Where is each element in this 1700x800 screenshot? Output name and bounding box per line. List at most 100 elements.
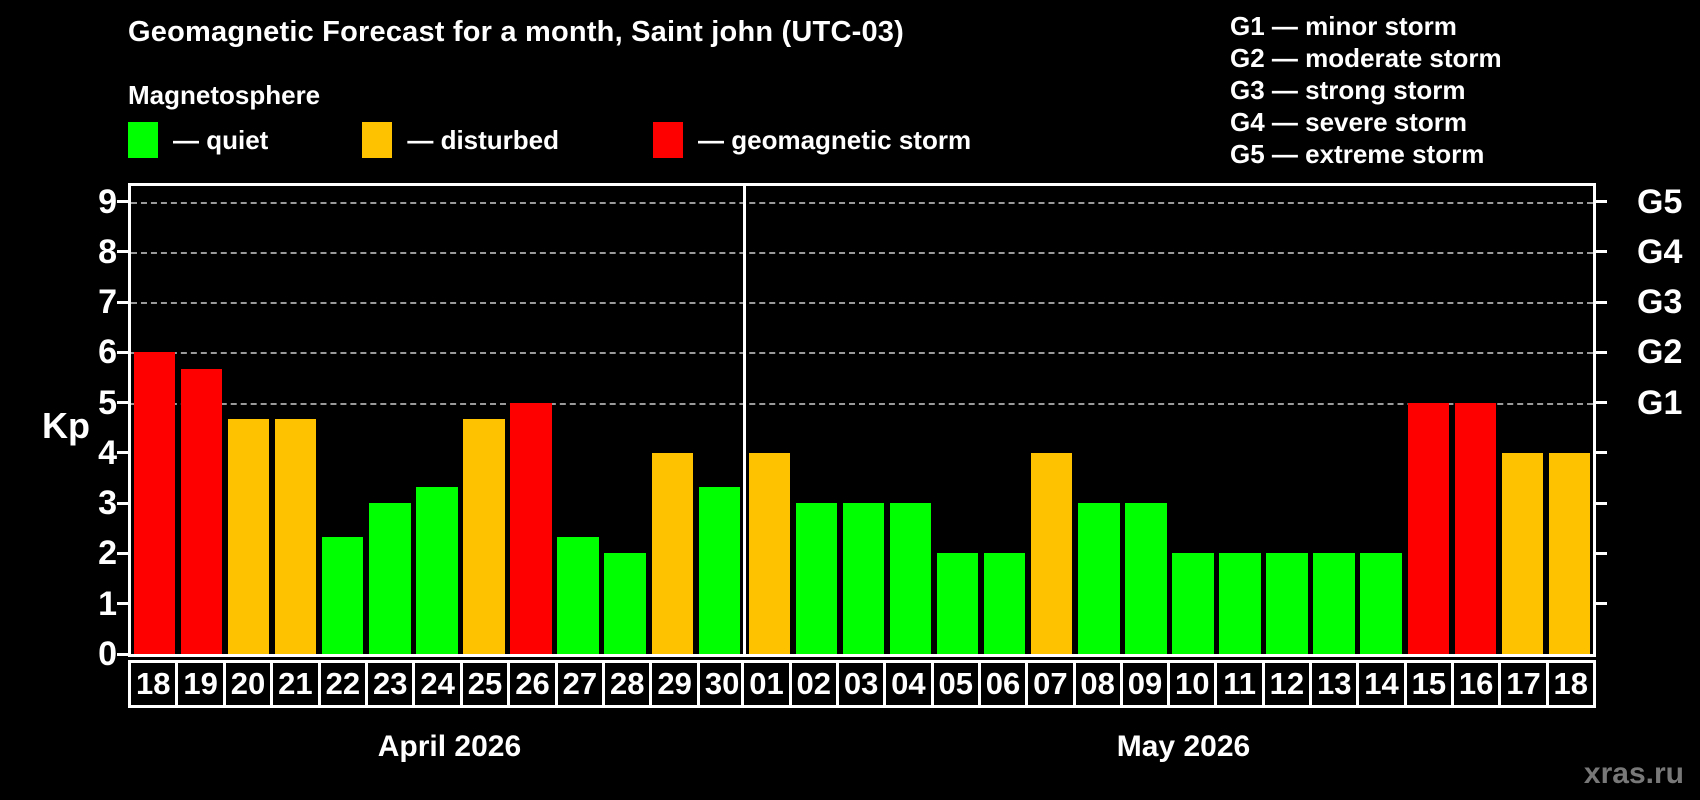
dates-section: 18 19 20 21 22 23 24 25 26 27 28 29 30	[128, 660, 748, 708]
date-label: 22	[317, 660, 369, 708]
bar-slot	[1122, 186, 1169, 654]
right-axis-tick	[1596, 501, 1607, 505]
g-scale-tick-label: G4	[1637, 232, 1683, 271]
bar-slot	[1499, 186, 1546, 654]
kp-bar	[1078, 503, 1120, 654]
date-label: 02	[788, 660, 839, 708]
gridline-kp-6	[131, 352, 1593, 355]
date-label: 21	[270, 660, 321, 708]
right-axis-tick	[1596, 401, 1607, 405]
g-legend-line: G5 — extreme storm	[1230, 139, 1485, 169]
kp-bar	[983, 553, 1026, 654]
bar-slot	[460, 186, 507, 654]
date-label: 14	[1356, 660, 1407, 708]
bar-slot	[1358, 186, 1405, 654]
bar-slot	[1264, 186, 1311, 654]
kp-tick-label: 6	[98, 333, 117, 372]
kp-bar	[275, 419, 317, 654]
bar-slot	[1075, 186, 1122, 654]
date-label: 19	[175, 660, 226, 708]
kp-bar	[1501, 452, 1544, 654]
bar-slot	[793, 186, 840, 654]
g-legend-line: G1 — minor storm	[1230, 11, 1457, 41]
kp-bar	[795, 503, 838, 654]
bar-slot	[555, 186, 602, 654]
kp-bar	[557, 536, 599, 654]
bar-slot	[508, 186, 555, 654]
kp-bar	[416, 486, 458, 654]
date-label: 24	[412, 660, 463, 708]
legend-item-quiet: — quiet	[128, 122, 268, 158]
left-axis-tick	[117, 551, 128, 555]
kp-bar	[842, 503, 885, 654]
month-label: May 2026	[1116, 730, 1251, 763]
left-axis-tick	[117, 200, 128, 204]
left-axis-tick	[117, 300, 128, 304]
gridline-kp-7	[131, 302, 1593, 305]
right-axis-tick	[1596, 200, 1607, 204]
bar-slot	[366, 186, 413, 654]
bars-section-month-0	[131, 186, 743, 654]
left-axis-tick	[117, 250, 128, 254]
gridline-kp-5	[131, 402, 1593, 405]
g-legend-line: G2 — moderate storm	[1230, 43, 1502, 73]
left-axis-tick	[117, 350, 128, 354]
date-label: 17	[1498, 660, 1549, 708]
kp-bar	[463, 419, 505, 654]
kp-tick-label: 5	[98, 383, 117, 422]
kp-bar	[1360, 553, 1402, 654]
date-label: 15	[1403, 660, 1455, 708]
kp-tick-label: 3	[98, 484, 117, 523]
left-axis-tick	[117, 602, 128, 606]
bar-slot	[746, 186, 793, 654]
bar-slot	[1311, 186, 1358, 654]
dates-section: 01 02 03 04 05 06 07 08 09 10 11 12 13 14 15 16 17 18	[741, 660, 1596, 708]
kp-bar	[1313, 553, 1355, 654]
kp-bar	[698, 486, 740, 654]
kp-bar	[748, 452, 791, 654]
plot-area: 0 1 2 3 4 5 6 7 8 9 G1 G2 G3 G4 G5	[98, 183, 1682, 671]
date-label: 11	[1214, 660, 1265, 708]
month-labels-row: April 2026 May 2026	[128, 730, 1596, 764]
date-label: 18	[128, 660, 179, 708]
bar-slot	[178, 186, 225, 654]
bar-slot	[887, 186, 934, 654]
kp-bar	[936, 553, 979, 654]
bar-slot	[272, 186, 319, 654]
right-axis-tick	[1596, 602, 1607, 606]
date-label: 10	[1167, 660, 1218, 708]
kp-bar	[889, 503, 932, 654]
left-axis-tick	[117, 501, 128, 505]
date-label: 18	[1545, 660, 1596, 708]
bar-slot	[1405, 186, 1452, 654]
kp-bar	[1172, 553, 1214, 654]
kp-bar	[1219, 553, 1261, 654]
bars-section-month-1	[742, 186, 1593, 654]
bar-slot	[319, 186, 366, 654]
date-label: 29	[649, 660, 700, 708]
kp-bar	[227, 419, 270, 654]
date-label: 04	[883, 660, 934, 708]
kp-bar	[604, 553, 646, 654]
gridline-kp-8	[131, 251, 1593, 254]
date-label: 23	[365, 660, 416, 708]
bar-slot	[1028, 186, 1075, 654]
legend-item-label: — geomagnetic storm	[698, 124, 972, 155]
bar-slot	[1169, 186, 1216, 654]
quiet-color-swatch	[128, 122, 158, 158]
kp-tick-label: 0	[98, 635, 117, 673]
left-axis-tick	[117, 401, 128, 405]
date-label: 13	[1309, 660, 1360, 708]
g-scale-legend: G1 — minor storm G2 — moderate storm G3 — …	[1230, 10, 1502, 170]
kp-bar	[651, 452, 693, 654]
kp-bar	[180, 368, 223, 654]
right-axis-tick	[1596, 250, 1607, 254]
bars-row	[131, 186, 1593, 654]
g-legend-line: G3 — strong storm	[1230, 75, 1466, 105]
kp-bar	[510, 402, 552, 654]
date-label: 26	[507, 660, 558, 708]
date-label: 28	[602, 660, 653, 708]
kp-bar	[1266, 553, 1308, 654]
bar-slot	[981, 186, 1028, 654]
gridline-kp-9	[131, 201, 1593, 204]
